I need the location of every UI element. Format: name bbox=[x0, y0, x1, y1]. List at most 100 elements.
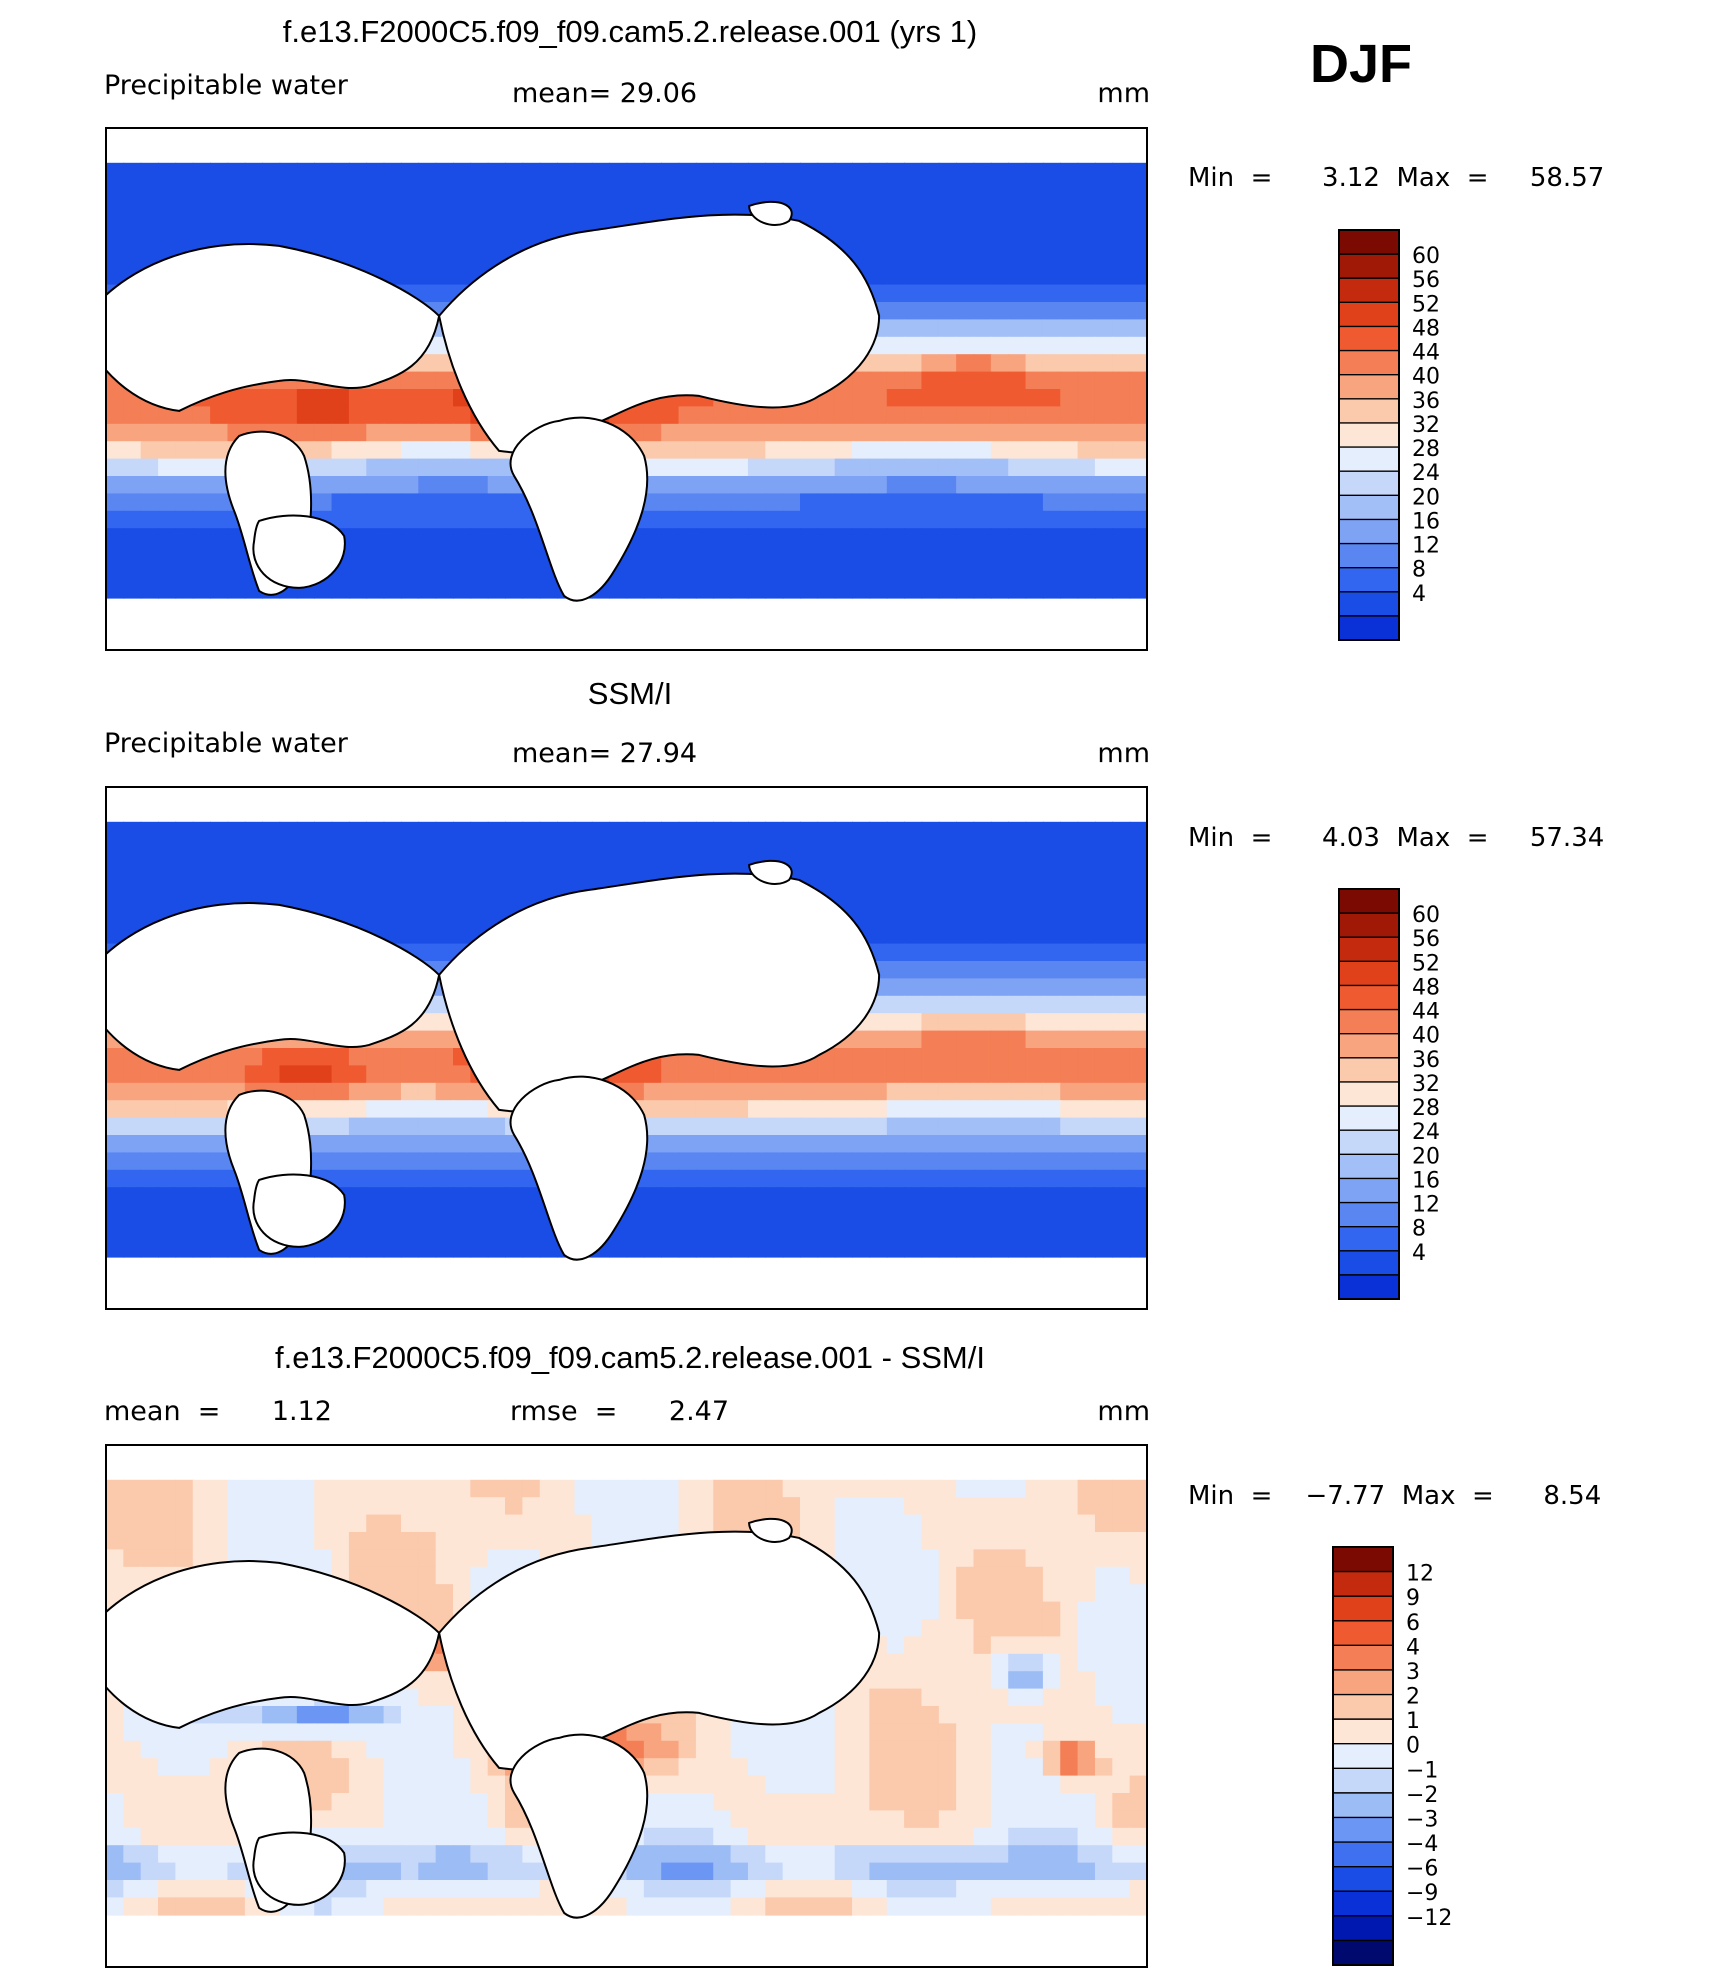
map-cell bbox=[765, 1897, 784, 1916]
map-cell bbox=[1042, 1065, 1062, 1084]
map-cell bbox=[244, 1706, 263, 1725]
map-cell bbox=[522, 215, 541, 234]
map-cell bbox=[175, 1758, 194, 1777]
map-cell bbox=[921, 162, 940, 181]
map-cell bbox=[886, 821, 905, 840]
map-cell bbox=[834, 406, 853, 425]
map-cell bbox=[210, 1758, 229, 1777]
map-cell bbox=[921, 908, 940, 927]
map-cell bbox=[106, 1549, 125, 1568]
map-cell bbox=[678, 1152, 697, 1171]
map-cell bbox=[435, 874, 454, 893]
map-cell bbox=[314, 1152, 333, 1171]
map-cell bbox=[591, 197, 610, 216]
map-cell bbox=[1077, 1479, 1096, 1498]
map-cell bbox=[244, 215, 263, 234]
map-cell bbox=[140, 891, 159, 910]
map-cell bbox=[1008, 1497, 1027, 1516]
map-cell bbox=[227, 1532, 246, 1551]
map-cell bbox=[140, 510, 159, 529]
map-cell bbox=[505, 1810, 524, 1829]
map-cell bbox=[1008, 493, 1027, 512]
map-cell bbox=[123, 1740, 142, 1759]
map-cell bbox=[921, 319, 940, 338]
map-cell bbox=[1112, 874, 1131, 893]
map-cell bbox=[800, 1827, 819, 1846]
map-cell bbox=[1060, 1514, 1079, 1533]
map-cell bbox=[106, 493, 125, 512]
map-cell bbox=[348, 1187, 368, 1206]
map-cell bbox=[418, 354, 437, 373]
map-cell bbox=[123, 1204, 142, 1223]
map-cell bbox=[557, 1497, 576, 1516]
map-cell bbox=[383, 874, 402, 893]
map-cell bbox=[435, 1827, 454, 1846]
map-cell bbox=[990, 1117, 1009, 1136]
map-cell bbox=[661, 528, 680, 547]
map-cell bbox=[453, 180, 472, 199]
map-cell bbox=[106, 441, 125, 460]
map-cell bbox=[626, 839, 645, 858]
map-cell bbox=[1025, 1897, 1044, 1916]
map-cell bbox=[661, 1117, 680, 1136]
map-cell bbox=[1094, 1135, 1114, 1154]
map-cell bbox=[1008, 1880, 1027, 1899]
map-cell bbox=[348, 1479, 368, 1498]
colorbar-swatch bbox=[1339, 1154, 1399, 1180]
map-cell bbox=[331, 1082, 350, 1101]
map-cell bbox=[522, 1532, 541, 1551]
map-cell bbox=[1112, 1706, 1131, 1725]
map-cell bbox=[695, 563, 715, 582]
map-cell bbox=[921, 1636, 940, 1655]
map-cell bbox=[1129, 1135, 1147, 1154]
map-cell bbox=[765, 839, 784, 858]
map-cell bbox=[904, 580, 923, 599]
map-cell bbox=[453, 423, 472, 442]
map-cell bbox=[1094, 232, 1114, 251]
map-cell bbox=[348, 423, 368, 442]
map-cell bbox=[435, 284, 454, 303]
map-cell bbox=[973, 1619, 992, 1638]
map-cell bbox=[956, 336, 975, 355]
map-cell bbox=[730, 1810, 749, 1829]
map-field bbox=[106, 787, 1147, 1309]
map-cell bbox=[800, 180, 819, 199]
map-cell bbox=[192, 162, 211, 181]
map-cell bbox=[956, 215, 975, 234]
map-cell bbox=[904, 1775, 923, 1794]
map-cell bbox=[210, 1222, 229, 1241]
map-cell bbox=[470, 1549, 489, 1568]
map-cell bbox=[1042, 821, 1062, 840]
map-cell bbox=[1129, 874, 1147, 893]
map-cell bbox=[1112, 1653, 1131, 1672]
map-cell bbox=[921, 371, 940, 390]
map-cell bbox=[522, 545, 541, 564]
map-cell bbox=[921, 1479, 940, 1498]
map-cell bbox=[1112, 1566, 1131, 1585]
map-cell bbox=[1094, 1810, 1114, 1829]
map-cell bbox=[453, 1065, 472, 1084]
map-cell bbox=[505, 510, 524, 529]
map-cell bbox=[904, 978, 923, 997]
map-cell bbox=[1094, 1204, 1114, 1223]
map-cell bbox=[435, 1758, 454, 1777]
map-cell bbox=[175, 563, 194, 582]
map-cell bbox=[765, 1152, 784, 1171]
map-cell bbox=[869, 423, 888, 442]
map-cell bbox=[1042, 441, 1062, 460]
map-cell bbox=[1008, 1222, 1027, 1241]
map-cell bbox=[730, 839, 749, 858]
map-cell bbox=[869, 267, 888, 286]
map-cell bbox=[1129, 510, 1147, 529]
map-cell bbox=[869, 1775, 888, 1794]
map-cell bbox=[487, 1862, 506, 1881]
map-cell bbox=[1060, 1082, 1079, 1101]
map-cell bbox=[331, 1706, 350, 1725]
map-cell bbox=[990, 1706, 1009, 1725]
map-cell bbox=[123, 1566, 142, 1585]
map-cell bbox=[800, 839, 819, 858]
map-cell bbox=[886, 1479, 905, 1498]
map-cell bbox=[1094, 1479, 1114, 1498]
map-cell bbox=[973, 1880, 992, 1899]
